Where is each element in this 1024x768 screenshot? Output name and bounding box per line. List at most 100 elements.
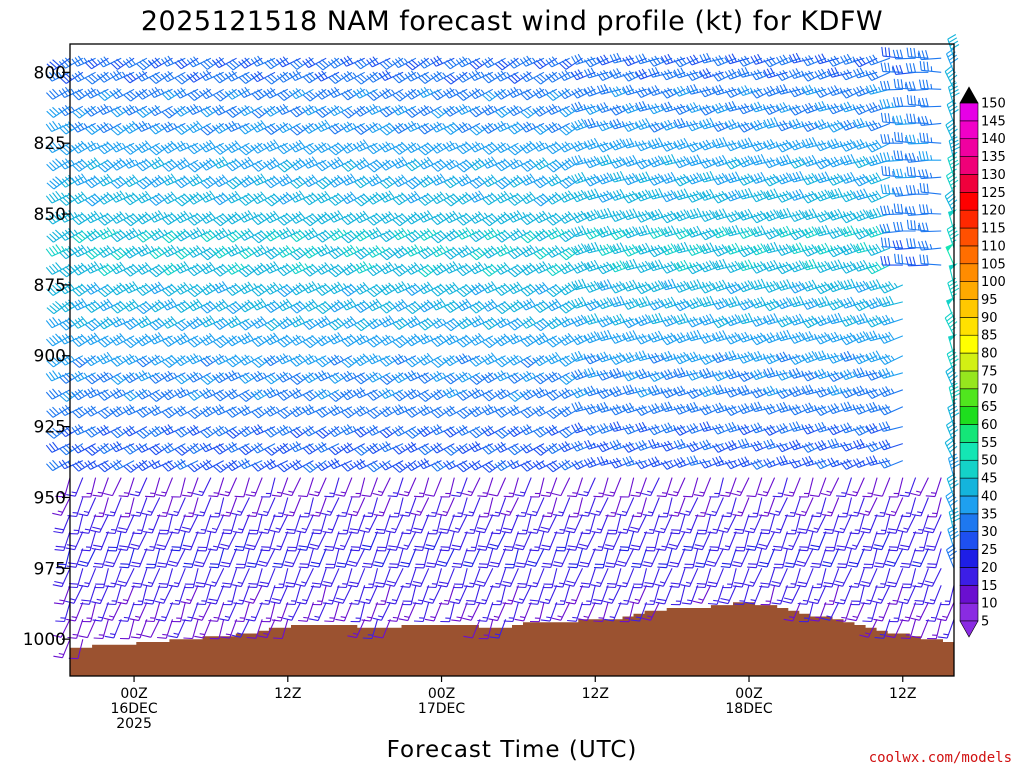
barb-full <box>92 494 102 497</box>
barb-full <box>125 230 133 239</box>
barb-full <box>71 74 79 83</box>
barb-full <box>74 443 82 452</box>
barb-half <box>57 372 62 377</box>
barb-full <box>90 248 99 256</box>
wind-barb <box>109 387 135 399</box>
barb-full <box>113 126 122 134</box>
barb-full <box>49 180 58 188</box>
barb-full <box>128 56 136 65</box>
barb-full <box>90 230 98 238</box>
barb-full <box>141 427 150 435</box>
wind-barb <box>103 602 122 621</box>
barb-full <box>104 513 114 517</box>
barb-full <box>74 319 82 328</box>
barb-full <box>90 158 98 167</box>
barb-full <box>87 75 96 83</box>
barb-full <box>74 123 82 131</box>
barb-full <box>138 122 146 131</box>
wind-barb <box>71 316 96 329</box>
barb-full <box>116 427 124 435</box>
barb-full <box>125 58 133 67</box>
barb-full <box>118 527 128 531</box>
wind-barb <box>77 548 97 567</box>
barb-full <box>87 107 95 115</box>
barb-full <box>72 289 80 297</box>
barb-full <box>144 262 152 270</box>
barb-full <box>123 394 131 402</box>
wind-barb <box>135 459 160 472</box>
wind-barb <box>122 299 148 312</box>
barb-full <box>129 404 136 413</box>
barb-full <box>87 250 96 258</box>
barb-full <box>106 227 114 236</box>
barb-half <box>61 245 65 251</box>
barb-half <box>150 245 155 251</box>
wind-barb <box>84 87 109 99</box>
barb-full <box>139 180 147 188</box>
barb-full <box>141 245 149 254</box>
barb-full <box>87 356 95 365</box>
barb-full <box>141 192 149 201</box>
barb-full <box>77 460 85 468</box>
barb-full <box>78 635 88 639</box>
barb-shaft <box>124 568 135 587</box>
wind-barb <box>84 460 109 470</box>
barb-full <box>84 77 93 85</box>
barb-full <box>71 392 79 401</box>
barb-full <box>139 429 147 437</box>
wind-barb <box>97 298 122 312</box>
barb-full <box>61 231 69 240</box>
barb-full <box>93 281 101 290</box>
barb-full <box>109 390 117 399</box>
barb-full <box>141 160 150 168</box>
barb-full <box>100 123 108 132</box>
barb-full <box>90 73 99 81</box>
barb-shaft <box>77 639 84 659</box>
barb-full <box>97 250 105 258</box>
barb-full <box>61 106 69 115</box>
barb-full <box>84 408 92 417</box>
barb-full <box>45 195 53 204</box>
barb-full <box>362 637 373 640</box>
barb-full <box>71 426 78 436</box>
barb-full <box>109 462 117 471</box>
barb-full <box>136 307 144 315</box>
barb-full <box>170 549 180 552</box>
wind-barb <box>71 370 96 382</box>
barb-full <box>110 287 118 296</box>
barb-full <box>119 333 127 341</box>
barb-full <box>122 303 130 312</box>
barb-full <box>59 448 67 456</box>
barb-full <box>126 267 134 275</box>
barb-full <box>285 603 296 606</box>
barb-full <box>100 145 108 153</box>
barb-full <box>55 495 65 498</box>
barb-full <box>84 252 93 260</box>
barb-full <box>46 360 54 368</box>
barb-full <box>59 148 67 156</box>
barb-full <box>48 443 56 452</box>
barb-full <box>113 460 120 469</box>
wind-barb <box>54 531 71 552</box>
barb-full <box>144 495 155 498</box>
barb-full <box>148 251 156 260</box>
wind-barb <box>131 568 148 588</box>
wind-barb <box>135 140 160 154</box>
barb-full <box>59 198 67 206</box>
barb-full <box>103 442 111 451</box>
wind-barb <box>109 211 135 224</box>
wind-barb <box>97 227 122 240</box>
barb-full <box>74 57 81 66</box>
barb-full <box>141 634 152 638</box>
barb-full <box>100 216 108 224</box>
barb-full <box>125 302 133 310</box>
wind-barb <box>122 353 148 365</box>
barb-full <box>80 244 88 253</box>
barb-full <box>84 61 92 70</box>
barb-half <box>83 510 90 514</box>
wind-barb <box>135 388 160 400</box>
barb-half <box>73 211 78 217</box>
barb-full <box>64 444 73 452</box>
barb-full <box>77 232 86 240</box>
barb-full <box>113 407 121 416</box>
